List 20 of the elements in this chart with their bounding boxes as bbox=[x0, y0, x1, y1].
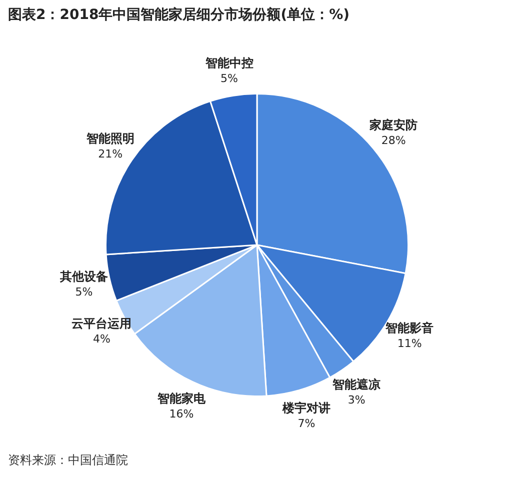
chart-title: 图表2：2018年中国智能家居细分市场份额(单位：%) bbox=[8, 6, 350, 24]
text: 资料来源：中国信通院 bbox=[8, 452, 128, 469]
slice-label: 智能遮凉 bbox=[332, 378, 381, 392]
slice-label: 智能影音 bbox=[384, 321, 434, 336]
data-label: 21% bbox=[98, 147, 123, 160]
slice-label: 云平台运用 bbox=[72, 316, 132, 330]
data-label: 11% bbox=[397, 337, 422, 350]
data-label: 5% bbox=[220, 72, 238, 85]
slice-label: 智能中控 bbox=[204, 56, 254, 70]
data-label: 16% bbox=[169, 407, 194, 420]
data-label: 3% bbox=[348, 394, 366, 407]
data-label: 7% bbox=[298, 417, 316, 430]
slice-label: 智能照明 bbox=[85, 131, 134, 146]
data-label: 4% bbox=[92, 332, 110, 346]
slice-label: 智能家电 bbox=[156, 391, 207, 406]
slice-label: 家庭安防 bbox=[368, 118, 418, 132]
slice-label: 楼宇对讲 bbox=[281, 401, 330, 416]
slice-label: 其他设备 bbox=[59, 270, 108, 284]
data-label: 28% bbox=[381, 134, 406, 148]
data-label: 5% bbox=[75, 286, 93, 299]
